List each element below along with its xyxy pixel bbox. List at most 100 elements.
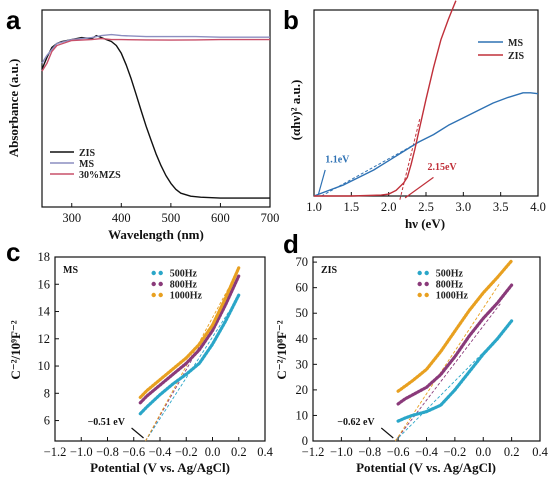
x-tick-label: −1.2 xyxy=(44,445,67,459)
x-axis-label-c: Potential (V vs. Ag/AgCl) xyxy=(90,460,230,475)
x-tick-label: −0.4 xyxy=(149,445,172,459)
x-tick-label: 0.2 xyxy=(504,445,520,459)
x-tick-label: 2.0 xyxy=(381,200,397,214)
annotation-arrow xyxy=(380,427,394,439)
x-tick-label: 3.5 xyxy=(493,200,509,214)
annotation-flatband: −0.51 eV xyxy=(88,417,126,428)
legend-label-800hz: 800Hz xyxy=(436,280,464,291)
sample-label-c: MS xyxy=(63,265,78,276)
y-axis-label-a: Absorbance (a.u.) xyxy=(6,59,21,158)
x-tick-label: −1.0 xyxy=(330,445,353,459)
x-tick-label: 0.4 xyxy=(257,445,273,459)
series-line-30%mzs xyxy=(41,37,270,72)
y-tick-label: 18 xyxy=(38,250,51,264)
legend-marker-500hz xyxy=(151,270,156,276)
annotation-flatband: −0.62 eV xyxy=(337,417,375,428)
series-line-zis xyxy=(41,34,270,199)
legend-label-30%mzs: 30%MZS xyxy=(79,170,121,181)
y-tick-label: 40 xyxy=(296,332,309,346)
series-line-800hz xyxy=(138,274,241,405)
x-tick-label: 400 xyxy=(112,211,131,225)
y-tick-label: 60 xyxy=(296,281,309,295)
x-tick-label: 600 xyxy=(211,211,230,225)
x-tick-label: 2.5 xyxy=(418,200,434,214)
y-tick-label: 14 xyxy=(38,305,51,319)
legend-label-800hz: 800Hz xyxy=(170,280,198,291)
legend-label-1000hz: 1000Hz xyxy=(170,291,203,302)
legend-label-500hz: 500Hz xyxy=(170,269,198,280)
series-line-zis xyxy=(314,0,457,197)
y-tick-label: 30 xyxy=(296,357,309,371)
x-tick-label: 4.0 xyxy=(530,200,546,214)
annotation-zis-bandgap: 2.15eV xyxy=(427,162,457,173)
legend-marker-1000hz xyxy=(151,292,156,298)
legend-label-ms: MS xyxy=(508,38,523,49)
annotation-ms-bandgap: 1.1eV xyxy=(325,155,350,166)
legend-marker-500hz xyxy=(158,270,163,276)
x-tick-label: 0.0 xyxy=(205,445,221,459)
series-line-ms xyxy=(313,92,539,197)
y-tick-label: 70 xyxy=(296,255,309,269)
series-line-500hz xyxy=(396,319,514,423)
plot-frame-a xyxy=(41,9,271,208)
y-tick-label: 10 xyxy=(38,359,51,373)
x-tick-label: −0.6 xyxy=(387,445,410,459)
y-tick-label: 6 xyxy=(44,414,50,428)
x-tick-label: 700 xyxy=(261,211,280,225)
sample-label-d: ZIS xyxy=(321,265,338,276)
legend-marker-800hz xyxy=(158,281,163,287)
legend-marker-1000hz xyxy=(424,292,429,298)
y-axis-label-c: C⁻²/10⁹F⁻² xyxy=(8,320,23,379)
x-tick-label: 1.0 xyxy=(306,200,322,214)
x-tick-label: −0.8 xyxy=(358,445,381,459)
x-axis-label-b: hν (eV) xyxy=(405,216,445,231)
series-line-1000hz xyxy=(396,259,514,393)
panel-d: −1.2 −1.0 −0.8 −0.6 −0.4 −0.2 0.0 0.2 0.4 0 10 20 3… xyxy=(274,255,549,475)
legend-label-1000hz: 1000Hz xyxy=(436,291,469,302)
legend-label-zis: ZIS xyxy=(79,148,96,159)
legend-label-500hz: 500Hz xyxy=(436,269,464,280)
x-axis-label-a: Wavelength (nm) xyxy=(108,227,204,242)
panel-label-d: d xyxy=(283,229,299,259)
panel-label-b: b xyxy=(283,5,299,35)
legend-marker-500hz xyxy=(417,270,422,276)
panel-a: 300 400 500 600 700 Wavelength (nm) Absorban… xyxy=(6,9,280,242)
y-tick-label: 0 xyxy=(302,434,308,448)
x-tick-label: 0.0 xyxy=(475,445,491,459)
legend-marker-1000hz xyxy=(417,292,422,298)
y-tick-label: 20 xyxy=(296,383,309,397)
y-tick-label: 10 xyxy=(296,408,309,422)
panel-label-a: a xyxy=(6,5,21,35)
x-tick-label: 1.5 xyxy=(344,200,360,214)
legend-marker-1000hz xyxy=(158,292,163,298)
panel-b: 1.0 1.5 2.0 2.5 3.0 3.5 4.0 1.1eV 2.15eV hν (eV… xyxy=(288,0,546,231)
y-tick-label: 12 xyxy=(38,332,51,346)
legend-marker-800hz xyxy=(424,281,429,287)
legend-label-zis: ZIS xyxy=(508,51,525,62)
x-tick-label: −0.2 xyxy=(444,445,467,459)
plot-frame-b xyxy=(313,9,539,197)
x-tick-label: −1.2 xyxy=(302,445,325,459)
series-line-800hz xyxy=(396,283,514,406)
tangent-line xyxy=(145,295,229,442)
legend-label-ms: MS xyxy=(79,159,94,170)
panel-c: −1.2 −1.0 −0.8 −0.6 −0.4 −0.2 0.0 0.2 0.4 6 8 10 12… xyxy=(8,250,274,475)
series-line-500hz xyxy=(138,293,241,416)
x-tick-label: 0.4 xyxy=(532,445,548,459)
y-axis-label-b: (αhν)² a.u.) xyxy=(288,80,303,141)
x-tick-label: −0.4 xyxy=(415,445,438,459)
series-line-ms xyxy=(41,33,270,64)
y-tick-label: 16 xyxy=(38,277,51,291)
legend-marker-800hz xyxy=(151,281,156,287)
x-tick-label: −0.6 xyxy=(122,445,145,459)
legend-marker-800hz xyxy=(417,281,422,287)
x-tick-label: −1.0 xyxy=(70,445,93,459)
y-tick-label: 50 xyxy=(296,306,309,320)
panel-label-c: c xyxy=(6,237,20,267)
x-tick-label: −0.2 xyxy=(175,445,198,459)
tangent-line xyxy=(394,303,501,442)
x-tick-label: 0.2 xyxy=(231,445,247,459)
legend-marker-500hz xyxy=(424,270,429,276)
x-tick-label: −0.8 xyxy=(96,445,119,459)
